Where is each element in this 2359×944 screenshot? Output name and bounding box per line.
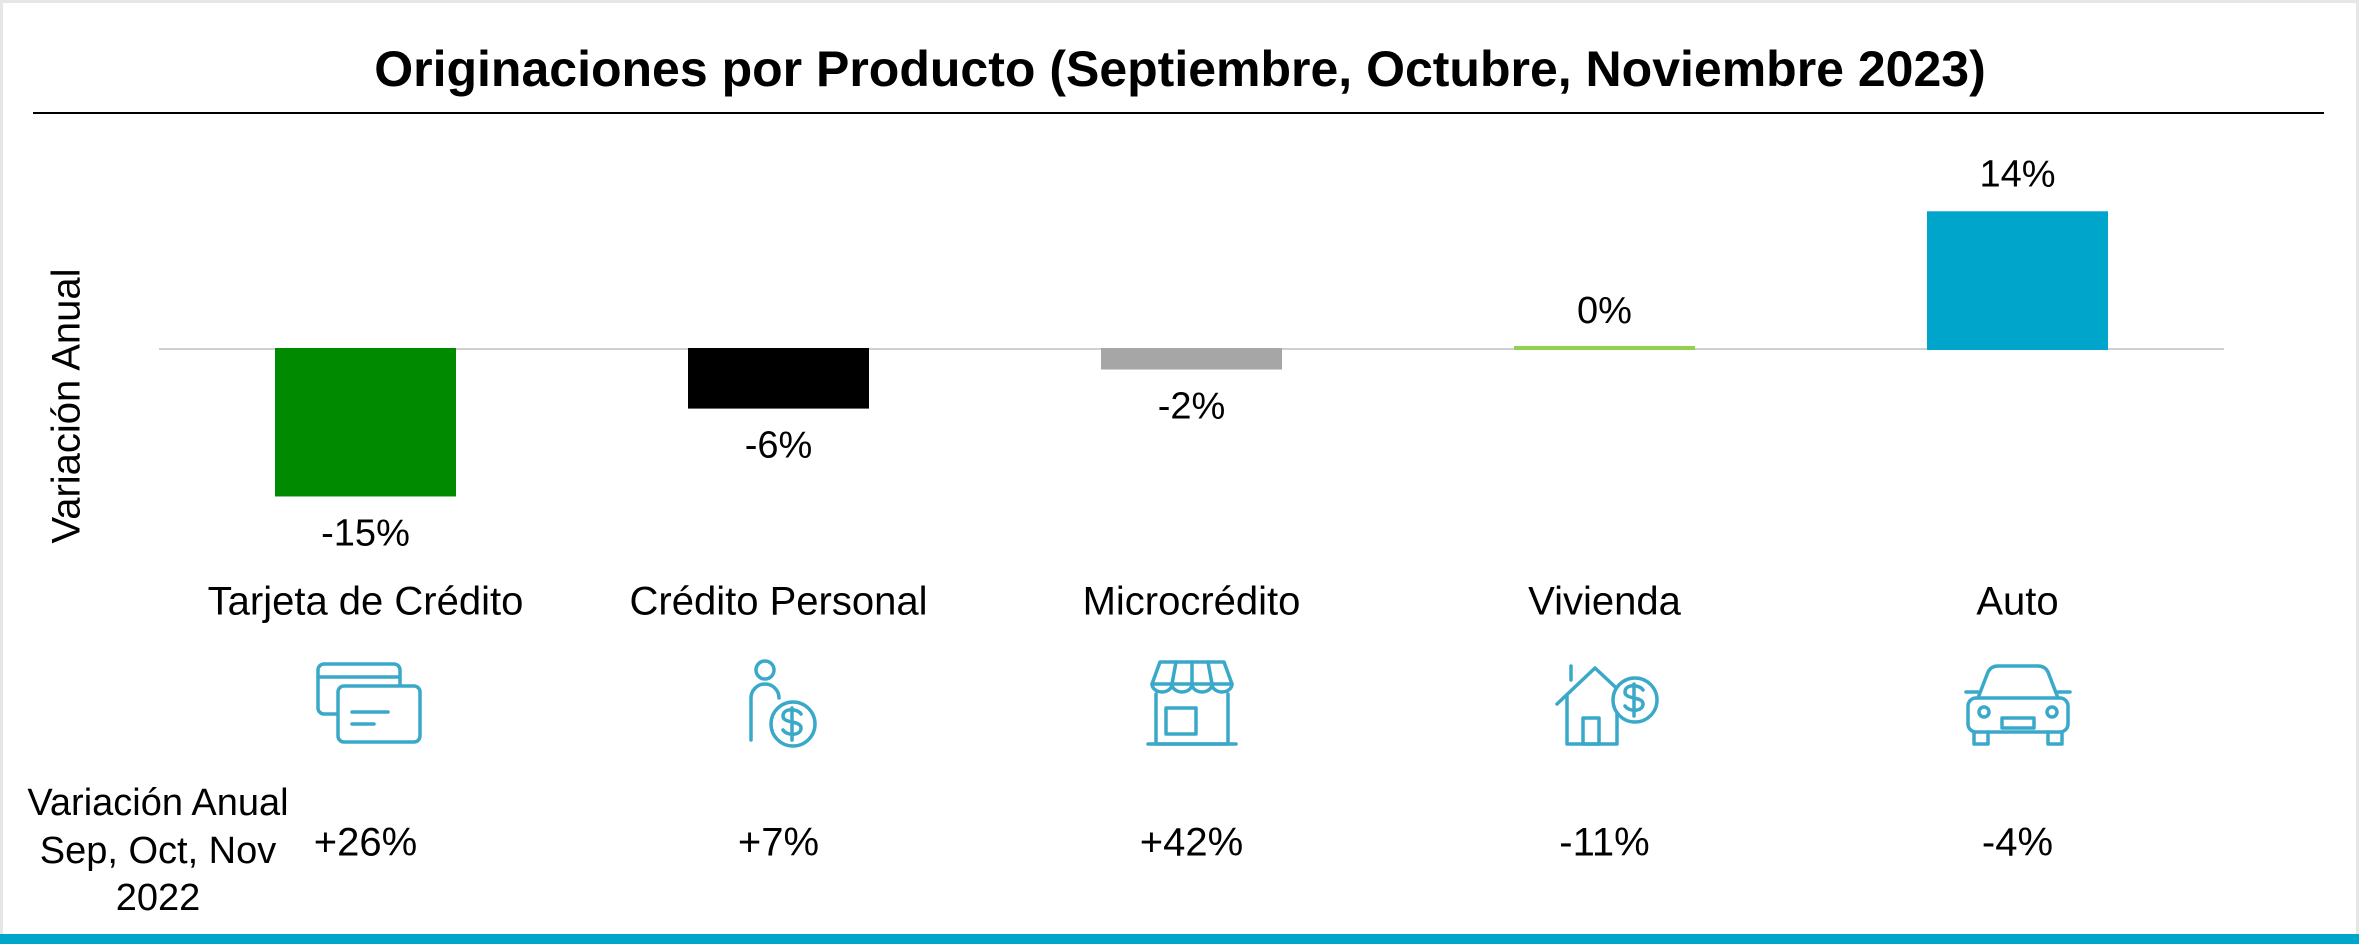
category-label: Vivienda — [1528, 580, 1681, 624]
prior-year-value: +7% — [738, 821, 819, 865]
bar — [688, 348, 869, 409]
value-label: 0% — [1577, 290, 1632, 332]
prior-year-value: -11% — [1559, 821, 1649, 865]
prior-year-value: -4% — [1982, 821, 2053, 865]
category-label: Microcrédito — [1083, 580, 1301, 624]
category-label: Tarjeta de Crédito — [208, 580, 524, 624]
value-label: -15% — [321, 513, 410, 555]
prior-year-value: +26% — [314, 821, 417, 865]
chart-title: Originaciones por Producto (Septiembre, … — [374, 41, 1986, 97]
value-label: 14% — [1979, 153, 2055, 195]
value-label: -2% — [1158, 386, 1226, 428]
bottom-bar — [0, 934, 2359, 944]
row-label: Sep, Oct, Nov — [40, 830, 277, 872]
bar — [1514, 346, 1695, 350]
prior-year-value: +42% — [1140, 821, 1243, 865]
category-label: Crédito Personal — [630, 580, 928, 624]
personal-loan-icon — [749, 659, 817, 748]
value-label: -6% — [745, 425, 813, 467]
car-icon — [1964, 664, 2072, 746]
row-label: Variación Anual — [27, 782, 288, 824]
row-label: 2022 — [116, 877, 201, 919]
y-axis-label: Variación Anual — [45, 269, 89, 544]
bar — [1927, 211, 2108, 350]
house-icon — [1555, 664, 1659, 746]
category-label: Auto — [1976, 580, 2058, 624]
bar — [1101, 348, 1282, 370]
card-icon — [316, 662, 422, 744]
store-icon — [1146, 660, 1238, 746]
bar — [275, 348, 456, 497]
